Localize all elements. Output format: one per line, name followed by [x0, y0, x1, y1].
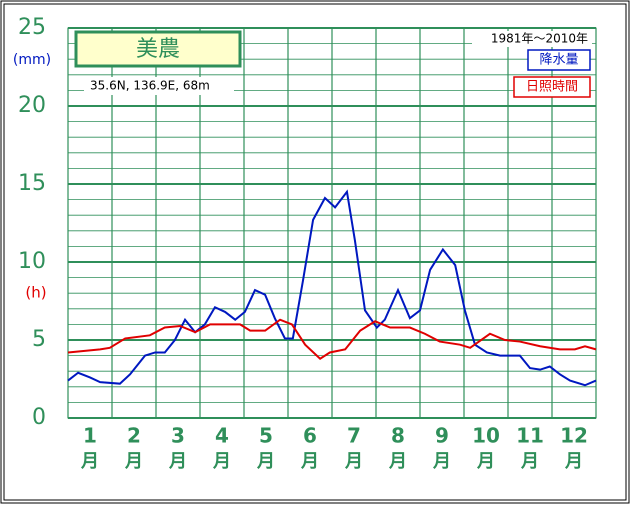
- y-tick-label: 10: [18, 249, 46, 274]
- x-tick-label: 8: [391, 424, 405, 448]
- x-tick-label: 1: [83, 424, 97, 448]
- x-unit-label: 月: [124, 451, 143, 472]
- inner-frame: [3, 3, 627, 501]
- y-tick-label: 15: [18, 171, 46, 196]
- subtitle-bg: [84, 77, 234, 95]
- legend-label: 日照時間: [526, 80, 578, 95]
- x-tick-label: 2: [127, 424, 141, 448]
- x-tick-label: 12: [560, 424, 588, 448]
- x-tick-label: 11: [516, 424, 544, 448]
- series-line: [67, 189, 597, 387]
- series-line: [67, 318, 597, 360]
- period: 1981年〜2010年: [491, 32, 588, 46]
- x-unit-label: 月: [344, 451, 363, 472]
- chart-title: 美農: [136, 37, 180, 62]
- y-unit-left: (mm): [13, 52, 51, 68]
- subtitle: 35.6N, 136.9E, 68m: [90, 79, 210, 93]
- y-unit-right: (h): [25, 284, 46, 302]
- x-tick-label: 6: [303, 424, 317, 448]
- x-unit-label: 月: [388, 451, 407, 472]
- x-unit-label: 月: [432, 451, 451, 472]
- x-unit-label: 月: [256, 451, 275, 472]
- x-tick-label: 5: [259, 424, 273, 448]
- x-unit-label: 月: [476, 451, 495, 472]
- legend-label: 降水量: [539, 53, 578, 68]
- x-unit-label: 月: [300, 451, 319, 472]
- x-unit-label: 月: [168, 451, 187, 472]
- period-bg: [472, 31, 592, 47]
- x-tick-label: 10: [472, 424, 500, 448]
- x-unit-label: 月: [564, 451, 583, 472]
- y-tick-label: 5: [32, 327, 46, 352]
- x-tick-label: 7: [347, 424, 361, 448]
- x-unit-label: 月: [212, 451, 231, 472]
- y-tick-label: 0: [32, 405, 46, 430]
- y-tick-label: 25: [18, 15, 46, 40]
- y-tick-label: 20: [18, 93, 46, 118]
- title-box: [74, 30, 242, 68]
- lines: [67, 189, 597, 387]
- x-tick-label: 4: [215, 424, 229, 448]
- legend-box: [527, 49, 591, 71]
- labels: 0 5 10 15 20 25 (mm) (h) 1 月 2 月 3 月 4 月 5 月 6 月 7 月 8 月 9 月 10 月 11…: [13, 15, 592, 472]
- x-tick-label: 3: [171, 424, 185, 448]
- x-tick-label: 9: [435, 424, 449, 448]
- x-unit-label: 月: [80, 451, 99, 472]
- x-unit-label: 月: [520, 451, 539, 472]
- legend-box: [513, 76, 591, 98]
